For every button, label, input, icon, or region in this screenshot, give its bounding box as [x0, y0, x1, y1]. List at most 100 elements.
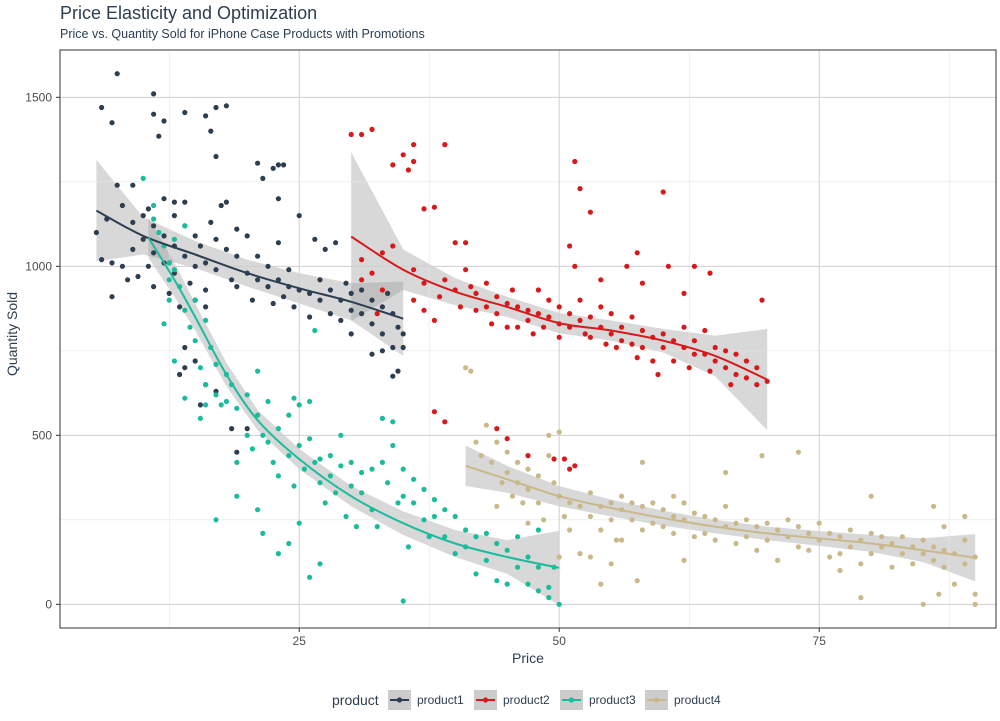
product4-point	[889, 540, 895, 547]
product1-point	[203, 287, 209, 293]
product1-point	[369, 321, 375, 327]
product2-point	[400, 152, 406, 158]
product2-point	[509, 287, 515, 293]
product1-point	[400, 344, 406, 351]
product2-point	[671, 358, 677, 364]
data-points	[93, 71, 978, 607]
product3-point	[182, 223, 188, 229]
product4-point	[764, 537, 770, 543]
product1-point	[379, 304, 385, 310]
product1-point	[99, 104, 105, 111]
product4-point	[702, 513, 708, 520]
product4-point	[806, 530, 812, 537]
product4-point	[920, 551, 926, 557]
product3-point	[348, 483, 354, 489]
product2-point	[608, 331, 614, 337]
product1-point	[166, 290, 172, 296]
product2-point	[598, 277, 604, 283]
product2-point	[567, 243, 573, 249]
product3-legend-dot	[568, 697, 575, 703]
product3-point	[223, 398, 229, 405]
product4-point	[587, 554, 594, 560]
product4-point	[759, 453, 765, 459]
product2-point	[431, 409, 437, 415]
product1-point	[223, 199, 229, 205]
product1-point	[151, 91, 157, 97]
product1-point	[249, 297, 255, 303]
product1-point	[390, 373, 396, 379]
product1-point	[208, 128, 214, 134]
product3-point	[275, 551, 281, 557]
product3-trend-line	[147, 237, 560, 569]
product3-point	[260, 530, 266, 537]
product1-point	[317, 297, 323, 303]
product3-point	[442, 507, 448, 513]
product2-point	[359, 277, 365, 283]
product4-point	[541, 517, 547, 523]
product3-point	[286, 453, 292, 459]
product1-point	[161, 118, 167, 124]
y-tick-label: 1500	[25, 90, 52, 104]
product2-point	[348, 131, 354, 138]
product4-point	[931, 544, 937, 550]
product2-point	[728, 382, 734, 388]
product2-point	[629, 314, 635, 320]
product1-point	[244, 426, 250, 432]
product2-point	[494, 311, 500, 317]
product3-point	[255, 368, 261, 374]
product3-point	[171, 267, 177, 273]
product3-point	[203, 317, 209, 323]
product4-point	[671, 513, 677, 520]
product1-point	[281, 162, 287, 168]
product2-point	[608, 311, 614, 317]
product1-point	[395, 368, 401, 374]
product1-point	[151, 111, 157, 117]
product3-point	[301, 466, 307, 472]
x-axis-title: Price	[512, 650, 544, 666]
product3-point	[452, 513, 458, 520]
product4-point	[681, 500, 687, 506]
product4-point	[723, 469, 729, 476]
product4-point	[520, 500, 526, 506]
product2-point	[723, 365, 729, 371]
product4-point	[951, 581, 958, 587]
product4-point	[723, 503, 729, 509]
product3-point	[353, 524, 359, 530]
product1-point	[145, 206, 151, 212]
product2-point	[504, 436, 510, 442]
product1-point	[130, 219, 136, 225]
product3-point	[192, 338, 198, 344]
product2-point	[754, 365, 760, 371]
product1-point	[275, 162, 281, 168]
product2-point	[572, 263, 578, 269]
product2-point	[405, 167, 411, 173]
trend-lines	[95, 209, 976, 569]
product3-point	[166, 297, 172, 303]
product1-point	[275, 240, 281, 246]
product3-point	[515, 534, 521, 540]
product4-point	[525, 520, 531, 526]
product2-point	[733, 371, 739, 378]
product1-point	[312, 236, 318, 242]
product2-point	[723, 348, 729, 354]
product2-point	[603, 341, 609, 347]
product2-point	[712, 344, 718, 351]
product4-point	[515, 459, 521, 465]
product4-point	[910, 561, 916, 567]
product3-point	[504, 581, 510, 587]
product2-point	[681, 324, 687, 330]
product3-point	[317, 456, 323, 462]
product1-point	[307, 314, 313, 320]
product1-point	[234, 253, 240, 259]
product4-point	[795, 524, 802, 530]
product2-point	[452, 240, 458, 246]
product4-point	[743, 534, 750, 540]
product3-point	[260, 432, 266, 438]
product2-point	[660, 344, 666, 351]
product4-point	[567, 500, 573, 506]
product3-point	[270, 459, 276, 465]
product3-point	[556, 601, 562, 607]
product2-point	[655, 371, 661, 378]
product3-point	[291, 483, 297, 489]
